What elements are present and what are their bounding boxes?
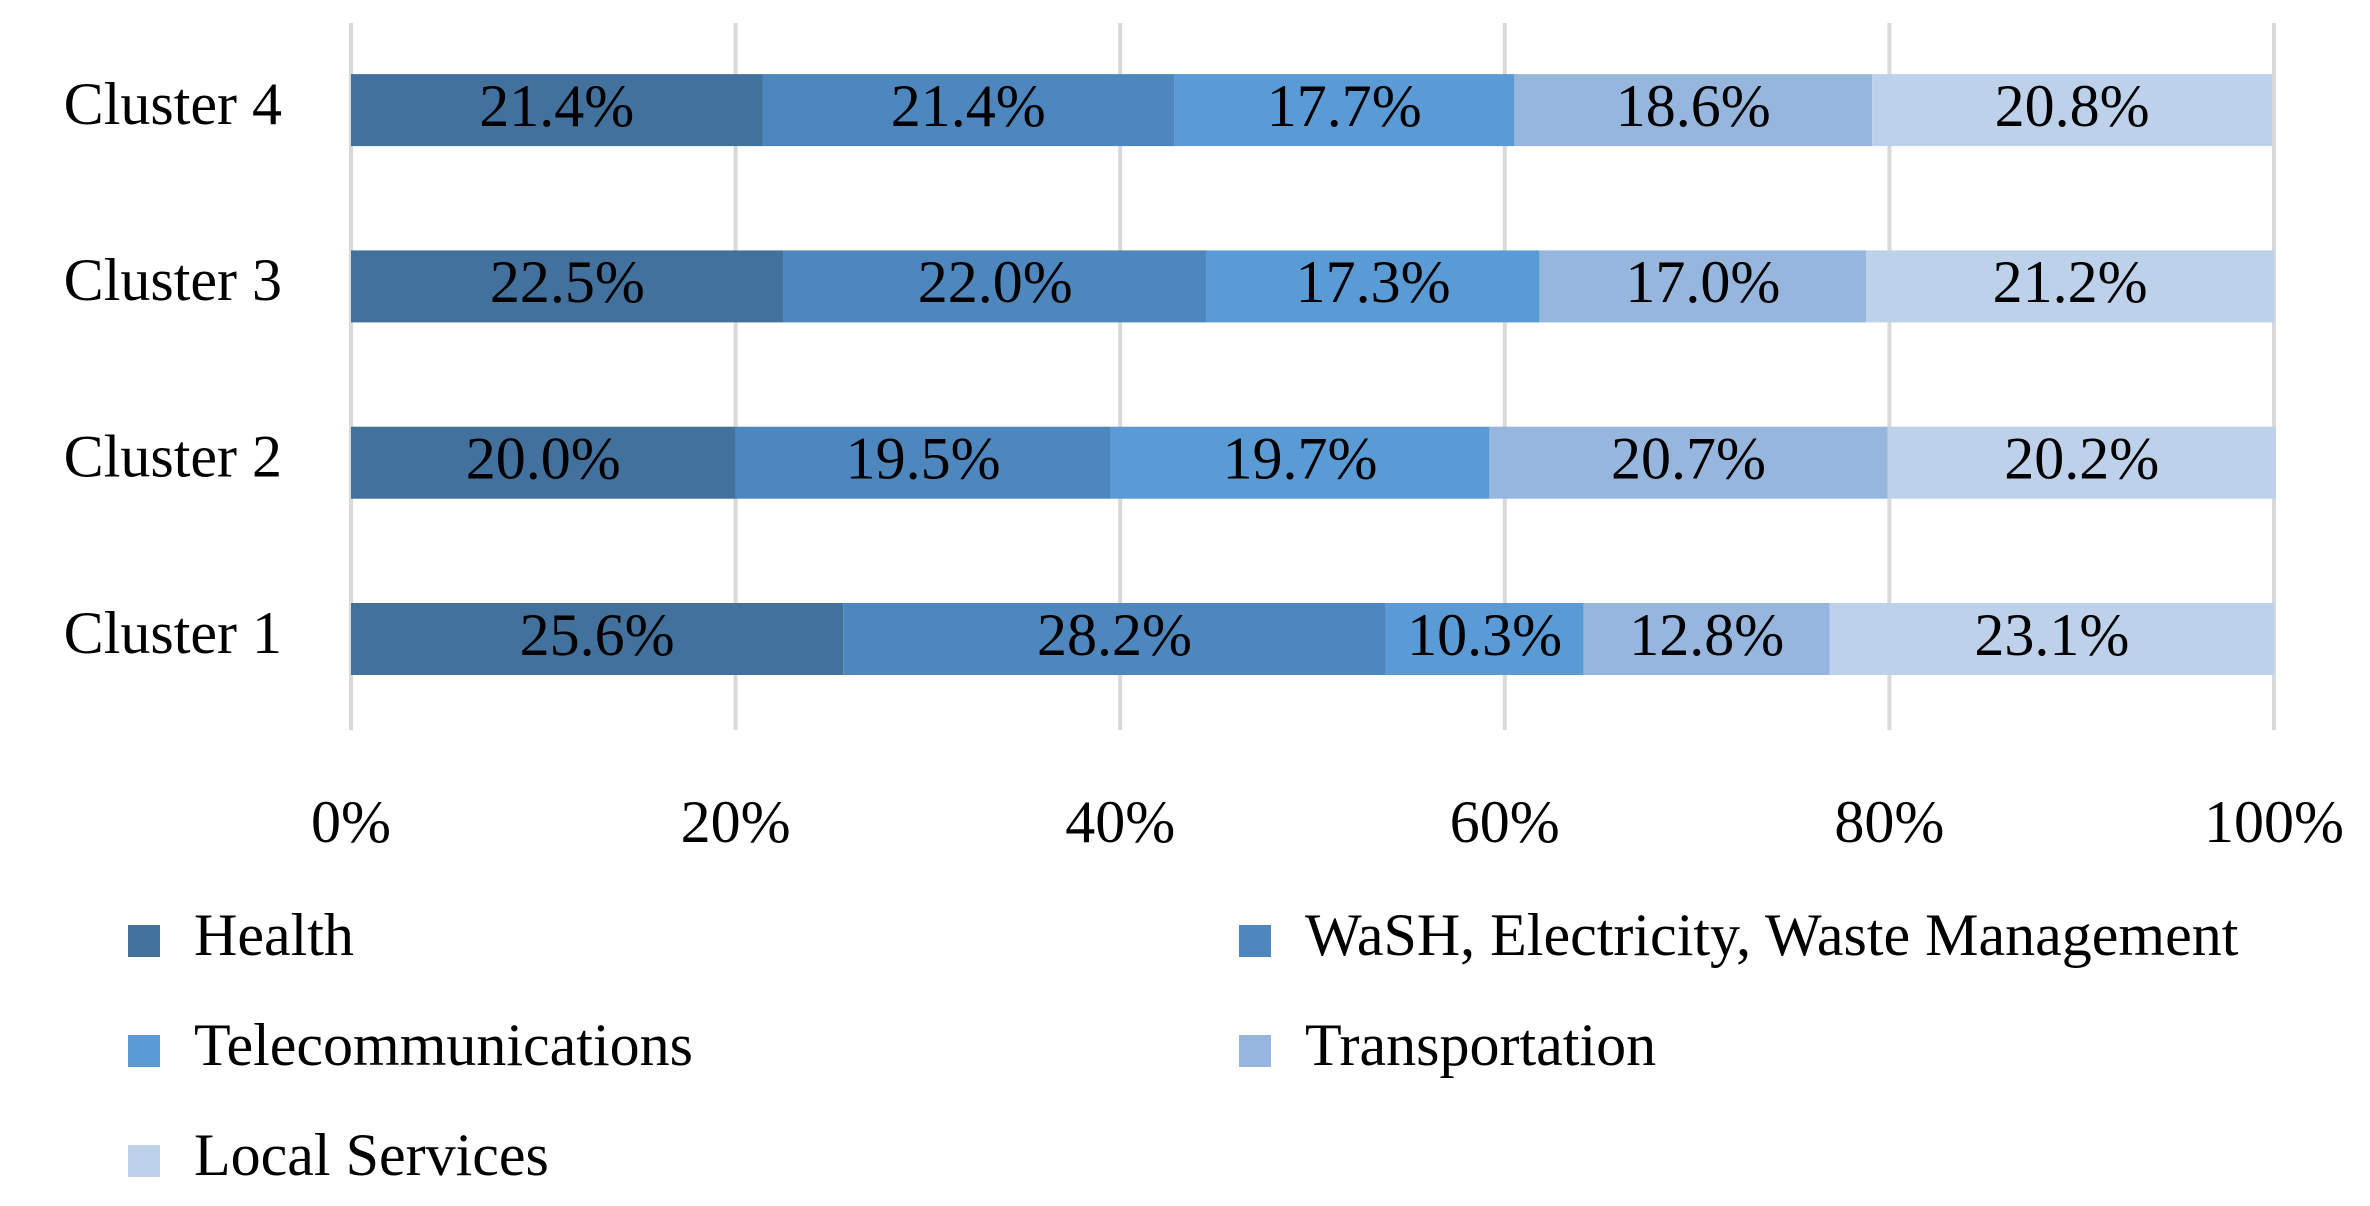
data-label: 20.0% [466, 425, 621, 491]
data-label: 20.8% [1995, 73, 2150, 139]
legend-swatch [128, 1035, 160, 1067]
legend-swatch [128, 925, 160, 957]
x-tick-label: 60% [1450, 789, 1560, 855]
bar-segment [783, 250, 1207, 323]
x-tick-label: 0% [311, 789, 391, 855]
data-label: 12.8% [1629, 602, 1784, 668]
legend-swatch [1239, 1035, 1271, 1067]
y-tick-label: Cluster 4 [64, 71, 282, 137]
bar-segment [1489, 426, 1888, 499]
bar-segment [1829, 603, 2274, 675]
legend-label: Health [194, 902, 354, 968]
data-label: 17.3% [1296, 249, 1451, 315]
legend-label: Local Services [194, 1122, 549, 1188]
x-tick-label: 20% [681, 789, 791, 855]
bar-segment [351, 250, 784, 323]
bar-segment [843, 603, 1386, 675]
data-label: 21.4% [891, 73, 1046, 139]
legend-swatch [128, 1145, 160, 1177]
bar-segment [351, 603, 844, 675]
data-label: 17.0% [1625, 249, 1780, 315]
legend-label: WaSH, Electricity, Waste Management [1305, 902, 2239, 968]
legend-label: Transportation [1305, 1012, 1656, 1078]
data-label: 19.7% [1223, 425, 1378, 491]
x-tick-label: 100% [2204, 789, 2344, 855]
bar-segment [1385, 603, 1584, 675]
bar-segment [1110, 426, 1490, 499]
legend-label: Telecommunications [194, 1012, 693, 1078]
data-label: 22.5% [490, 249, 645, 315]
bar-segment [1583, 603, 1830, 675]
legend-swatch [1239, 925, 1271, 957]
bar-segment [762, 74, 1175, 147]
bar-segment [1866, 250, 2274, 323]
bar-segment [351, 426, 736, 499]
data-label: 20.2% [2004, 425, 2159, 491]
data-label: 23.1% [1974, 602, 2129, 668]
data-label: 19.5% [846, 425, 1001, 491]
data-label: 21.4% [479, 73, 634, 139]
data-label: 25.6% [520, 602, 675, 668]
data-label: 22.0% [918, 249, 1073, 315]
bar-segment [1872, 74, 2273, 147]
bar-segment [1539, 250, 1867, 323]
data-label: 10.3% [1407, 602, 1562, 668]
data-label: 28.2% [1037, 602, 1192, 668]
x-tick-label: 40% [1065, 789, 1175, 855]
bar-segment [1206, 250, 1540, 323]
x-tick-label: 80% [1834, 789, 1944, 855]
bar-segment [735, 426, 1111, 499]
data-label: 17.7% [1267, 73, 1422, 139]
data-label: 18.6% [1616, 73, 1771, 139]
y-tick-label: Cluster 3 [64, 247, 282, 313]
y-tick-label: Cluster 1 [64, 600, 282, 666]
bar-segment [1887, 426, 2276, 499]
y-tick-label: Cluster 2 [64, 423, 282, 489]
data-label: 20.7% [1611, 425, 1766, 491]
bar-segment [351, 74, 763, 147]
data-label: 21.2% [1993, 249, 2148, 315]
bar-segment [1174, 74, 1515, 147]
bar-segment [1514, 74, 1873, 147]
